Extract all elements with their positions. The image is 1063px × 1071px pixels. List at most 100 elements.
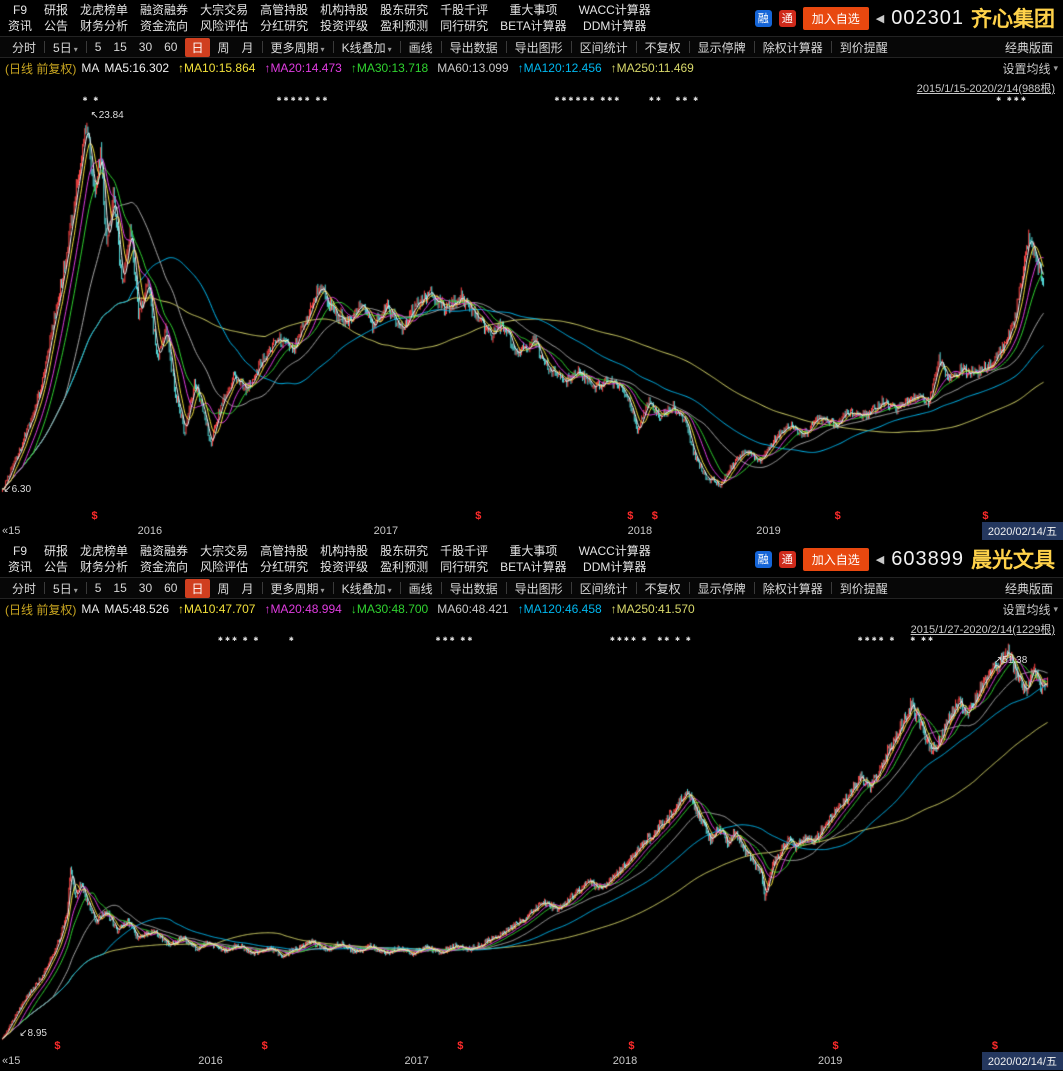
menu-item[interactable]: 股东研究 盈利预测: [380, 543, 428, 575]
menu-label: 分红研究: [260, 19, 309, 33]
menu-item[interactable]: 研报 公告: [44, 543, 68, 575]
candlestick-chart[interactable]: [0, 619, 1063, 1052]
ma-values: MA5:16.302 ↑MA10:15.864 ↑MA20:14.473 ↑MA30:…: [104, 61, 694, 75]
toolbar-item[interactable]: 区间统计: [579, 40, 628, 55]
toolbar-item[interactable]: 显示停牌: [697, 581, 746, 596]
toolbar-item[interactable]: 月: [241, 40, 254, 55]
toolbar-item[interactable]: 周: [217, 581, 230, 596]
menu-item[interactable]: 融资融券 资金流向: [140, 543, 188, 575]
menu-label: 股东研究: [380, 544, 429, 558]
time-axis[interactable]: «15 2020/02/14/五 2016 2017 2018 2019: [0, 522, 1063, 541]
ma-value: MA60:48.421: [437, 602, 509, 616]
toolbar-item[interactable]: 不复权: [644, 40, 681, 55]
ma-settings-label: 设置均线: [1002, 602, 1051, 617]
menu-item[interactable]: 机构持股 投资评级: [320, 543, 368, 575]
menu-item[interactable]: 龙虎榜单 财务分析: [80, 543, 128, 575]
chevron-down-icon: ▾: [320, 585, 325, 595]
menu-item[interactable]: 大宗交易 风险评估: [200, 2, 248, 34]
axis-year-label: 2019: [817, 1055, 843, 1067]
classic-layout-button[interactable]: 经典版面: [1004, 40, 1053, 55]
menu-item[interactable]: 重大事项 BETA计算器: [500, 2, 566, 34]
classic-layout-button[interactable]: 经典版面: [1004, 581, 1053, 596]
menu-item[interactable]: WACC计算器 DDM计算器: [579, 2, 651, 34]
time-axis[interactable]: «15 2020/02/14/五 2016 2017 2018 2019: [0, 1052, 1063, 1071]
toolbar-item[interactable]: 5: [94, 40, 102, 54]
toolbar-item[interactable]: 分时: [12, 581, 37, 596]
menu-item[interactable]: WACC计算器 DDM计算器: [579, 543, 651, 575]
menu-item[interactable]: 股东研究 盈利预测: [380, 2, 428, 34]
toolbar-item[interactable]: 月: [241, 581, 254, 596]
menu-item[interactable]: 高管持股 分红研究: [260, 2, 308, 34]
axis-current-date: 2020/02/14/五: [981, 522, 1063, 540]
toolbar-item[interactable]: 5: [94, 581, 102, 595]
menu-label: 融资融券: [140, 544, 189, 558]
toolbar-item[interactable]: 到价提醒: [839, 581, 888, 596]
toolbar-item[interactable]: 15: [113, 40, 127, 54]
toolbar-item[interactable]: 日: [185, 578, 210, 598]
menu-item[interactable]: 机构持股 投资评级: [320, 2, 368, 34]
add-to-watchlist-button[interactable]: 加入自选: [802, 547, 869, 571]
toolbar-item[interactable]: 30: [138, 40, 153, 54]
toolbar-item[interactable]: 除权计算器: [762, 581, 823, 596]
connect-badge[interactable]: 通: [778, 9, 796, 27]
toolbar-item[interactable]: 15: [113, 581, 127, 595]
ma-label: MA: [81, 602, 100, 616]
menu-item[interactable]: 高管持股 分红研究: [260, 543, 308, 575]
toolbar-separator: [505, 41, 507, 53]
toolbar-item[interactable]: 区间统计: [579, 581, 628, 596]
toolbar-item[interactable]: 导出图形: [514, 40, 563, 55]
toolbar-item[interactable]: 画线: [408, 581, 433, 596]
toolbar-item[interactable]: 显示停牌: [697, 40, 746, 55]
toolbar-item[interactable]: 分时: [12, 40, 37, 55]
menu-item-f9[interactable]: F9 资讯: [8, 2, 32, 34]
connect-badge[interactable]: 通: [778, 550, 796, 568]
toolbar-separator: [261, 582, 263, 594]
toolbar-separator: [332, 582, 334, 594]
toolbar-item[interactable]: 周: [217, 40, 230, 55]
ma-value: ↑MA20:48.994: [264, 602, 342, 616]
toolbar-item[interactable]: 5日 ▾: [53, 581, 78, 596]
toolbar-item[interactable]: 导出数据: [449, 40, 498, 55]
menu-item[interactable]: 龙虎榜单 财务分析: [80, 2, 128, 34]
toolbar-item[interactable]: 导出图形: [514, 581, 563, 596]
ma-info-bar: (日线 前复权) MA MA5:48.526 ↑MA10:47.707 ↑MA20:…: [0, 599, 1063, 619]
toolbar-item[interactable]: 更多周期 ▾: [270, 581, 325, 596]
toolbar-item[interactable]: 更多周期 ▾: [270, 40, 325, 55]
menu-item[interactable]: 大宗交易 风险评估: [200, 543, 248, 575]
menu-item[interactable]: 研报 公告: [44, 2, 68, 34]
ma-settings-button[interactable]: 设置均线 ▾: [1002, 60, 1058, 77]
chart-toolbar: 分时 5日 ▾ 5 15 30 60 日周月 更多周期 ▾ K线叠加 ▾ 画线 导出数据 导出图形 区间统计 不…: [0, 577, 1063, 599]
toolbar-item[interactable]: 5日 ▾: [53, 40, 78, 55]
menu-item-f9[interactable]: F9 资讯: [8, 543, 32, 575]
toolbar-item[interactable]: 60: [164, 40, 178, 54]
axis-year-label: 2018: [612, 1055, 638, 1067]
menu-item[interactable]: 重大事项 BETA计算器: [500, 543, 566, 575]
candlestick-chart[interactable]: [0, 78, 1063, 522]
menu-item[interactable]: 融资融券 资金流向: [140, 2, 188, 34]
toolbar-item[interactable]: 日: [185, 37, 210, 57]
toolbar-item[interactable]: 30: [138, 581, 153, 595]
menu-item[interactable]: 千股千评 同行研究: [440, 543, 488, 575]
toolbar-item[interactable]: 画线: [408, 40, 433, 55]
toolbar-item[interactable]: K线叠加 ▾: [341, 581, 392, 596]
date-range-link[interactable]: 2015/1/15-2020/2/14(988根): [916, 83, 1055, 95]
margin-trading-badge[interactable]: 融: [754, 550, 772, 568]
toolbar-items: 分时 5日 ▾ 5 15 30 60 日周月 更多周期 ▾ K线叠加 ▾ 画线 导出数据 导出图形 区间统计 不…: [6, 37, 894, 57]
toolbar-item[interactable]: 导出数据: [449, 581, 498, 596]
add-to-watchlist-button[interactable]: 加入自选: [802, 6, 869, 30]
menu-item[interactable]: 千股千评 同行研究: [440, 2, 488, 34]
toolbar-item[interactable]: 除权计算器: [762, 40, 823, 55]
collapse-arrow-icon[interactable]: ◀: [875, 553, 885, 566]
collapse-arrow-icon[interactable]: ◀: [875, 12, 885, 25]
toolbar-item[interactable]: 到价提醒: [839, 40, 888, 55]
menu-label: 高管持股: [260, 544, 309, 558]
toolbar-item[interactable]: 不复权: [644, 581, 681, 596]
axis-current-date: 2020/02/14/五: [981, 1052, 1063, 1070]
margin-trading-badge[interactable]: 融: [754, 9, 772, 27]
toolbar-item[interactable]: 60: [164, 581, 178, 595]
menu-label: 龙虎榜单: [80, 544, 129, 558]
ma-settings-button[interactable]: 设置均线 ▾: [1002, 601, 1058, 618]
toolbar-item[interactable]: K线叠加 ▾: [341, 40, 392, 55]
date-range-link[interactable]: 2015/1/27-2020/2/14(1229根): [910, 624, 1055, 636]
axis-left-label: «15: [2, 1055, 21, 1067]
